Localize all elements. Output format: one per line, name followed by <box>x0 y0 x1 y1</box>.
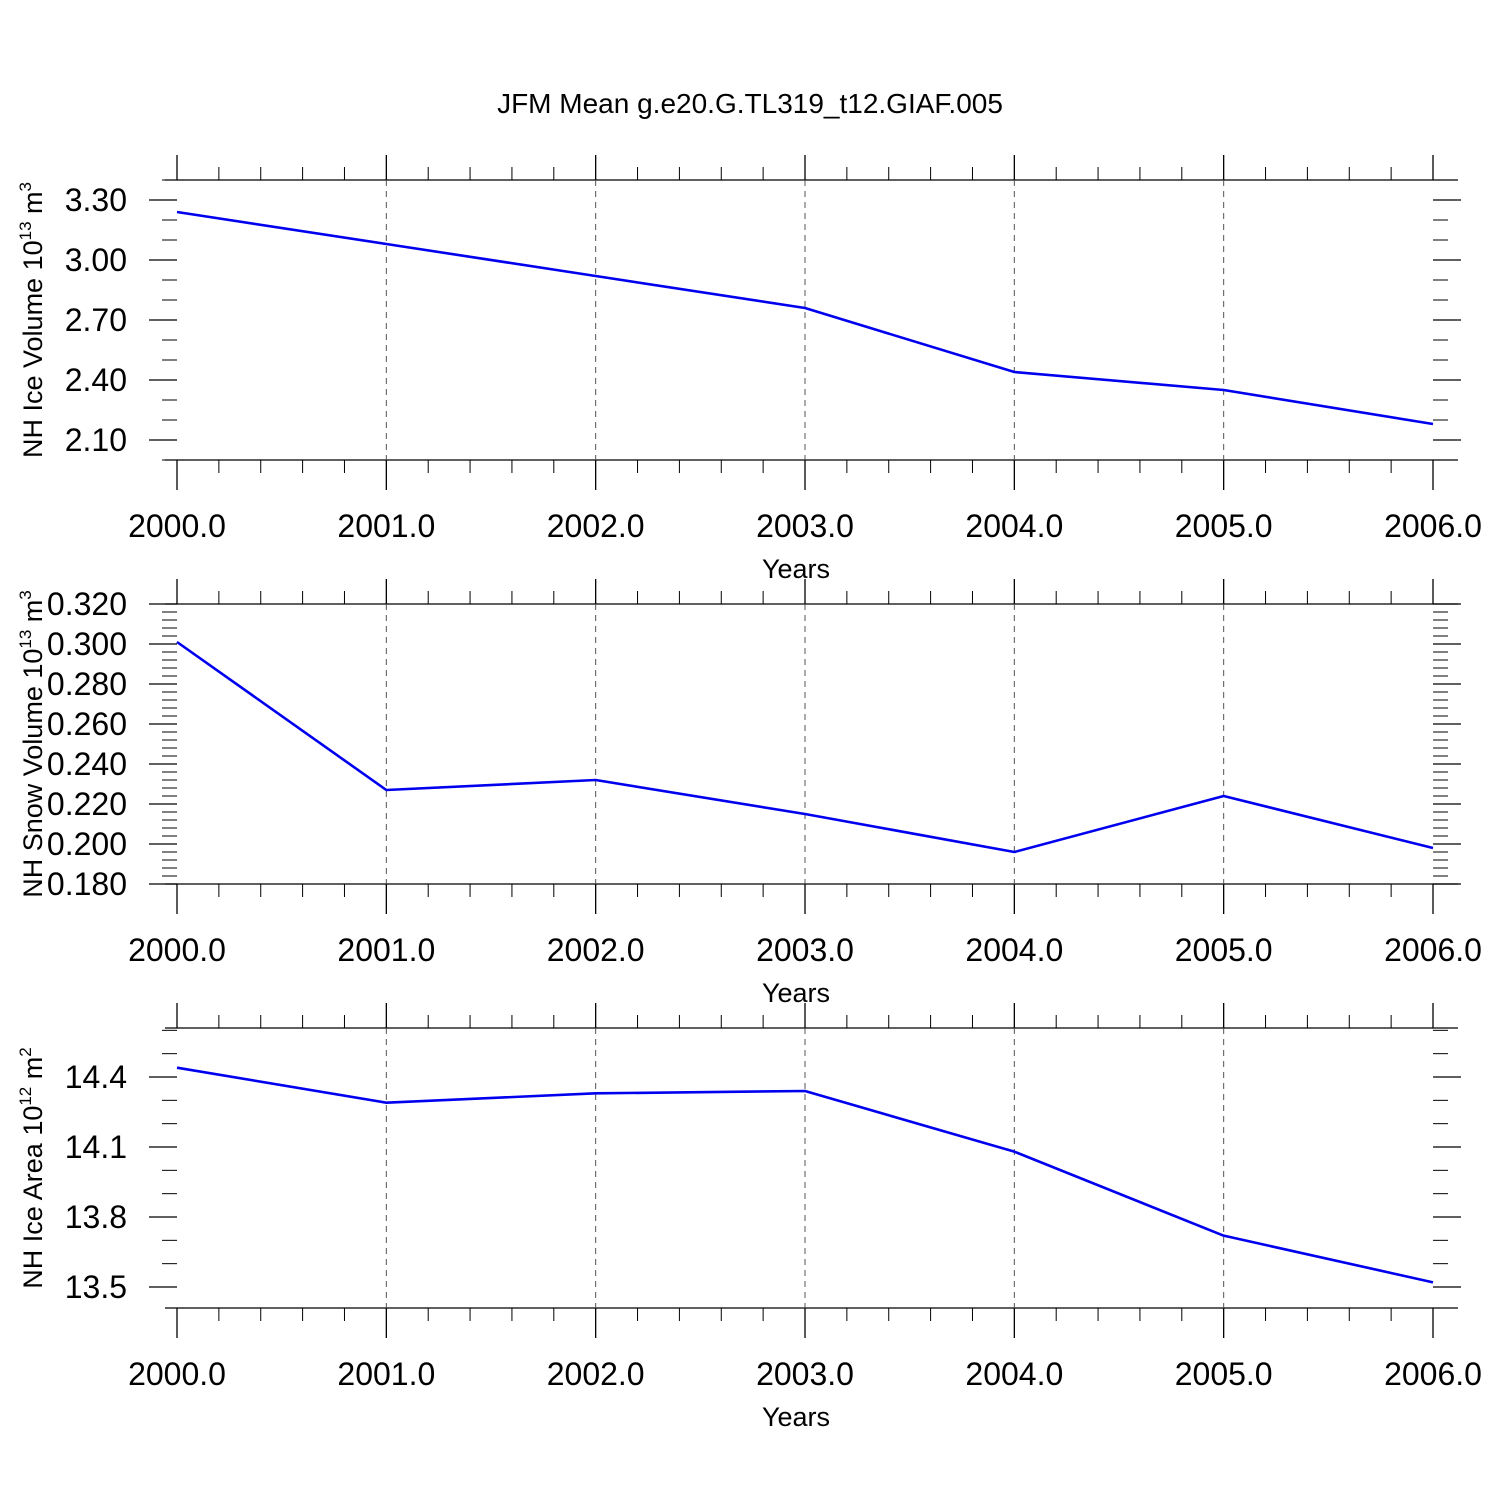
x-tick-label: 2004.0 <box>965 508 1063 544</box>
y-tick-label: 13.8 <box>65 1199 127 1235</box>
y-tick-label: 0.260 <box>47 706 127 742</box>
x-axis-label: Years <box>762 554 830 584</box>
y-tick-label: 13.5 <box>65 1269 127 1305</box>
x-tick-label: 2003.0 <box>756 508 854 544</box>
x-tick-label: 2002.0 <box>547 1356 645 1392</box>
y-tick-label: 0.280 <box>47 666 127 702</box>
y-axis-label-superscript: 2 <box>16 1047 35 1056</box>
chart-panel-2: 2000.0 2001.0 2002.0 2003.0 2004.0 2005.0 2006… <box>16 579 1482 1008</box>
x-tick-label: 2005.0 <box>1175 932 1273 968</box>
y-axis-label-text: NH Ice Volume 10 <box>18 240 48 458</box>
y-tick-label: 3.30 <box>65 182 127 218</box>
x-tick-label: 2000.0 <box>128 1356 226 1392</box>
x-tick-label: 2002.0 <box>547 932 645 968</box>
y-axis-label-text: NH Ice Area 10 <box>18 1106 48 1289</box>
x-tick-label: 2003.0 <box>756 1356 854 1392</box>
y-axis-label-text: m <box>18 600 48 630</box>
y-axis-label-superscript: 13 <box>16 221 35 240</box>
y-tick-label: 0.240 <box>47 746 127 782</box>
y-axis-label-superscript: 3 <box>16 590 35 599</box>
x-tick-label: 2000.0 <box>128 932 226 968</box>
x-tick-label: 2001.0 <box>337 1356 435 1392</box>
x-tick-label: 2002.0 <box>547 508 645 544</box>
x-axis-label: Years <box>762 978 830 1008</box>
page-title: JFM Mean g.e20.G.TL319_t12.GIAF.005 <box>497 88 1003 119</box>
x-tick-label: 2000.0 <box>128 508 226 544</box>
y-tick-label: 14.4 <box>65 1059 127 1095</box>
y-axis-label-superscript: 3 <box>16 182 35 191</box>
y-tick-label: 3.00 <box>65 242 127 278</box>
data-series-line <box>176 1066 1434 1284</box>
y-tick-label: 0.320 <box>47 586 127 622</box>
data-series-line <box>176 640 1434 854</box>
y-tick-label: 2.40 <box>65 362 127 398</box>
y-tick-label: 0.200 <box>47 826 127 862</box>
x-tick-label: 2001.0 <box>337 932 435 968</box>
y-axis-label: NH Ice Volume 1013 m3 <box>16 182 48 458</box>
x-tick-label: 2006.0 <box>1384 1356 1482 1392</box>
x-tick-label: 2006.0 <box>1384 508 1482 544</box>
x-tick-label: 2005.0 <box>1175 1356 1273 1392</box>
y-axis-label-superscript: 12 <box>16 1087 35 1106</box>
x-tick-label: 2001.0 <box>337 508 435 544</box>
y-axis-label-text: NH Snow Volume 10 <box>18 649 48 898</box>
y-axis-label-text: m <box>18 191 48 221</box>
y-tick-label: 2.10 <box>65 422 127 458</box>
y-tick-label: 2.70 <box>65 302 127 338</box>
x-tick-label: 2004.0 <box>965 1356 1063 1392</box>
x-axis-label: Years <box>762 1402 830 1432</box>
chart-panel-1: 2000.0 2001.0 2002.0 2003.0 2004.0 2005.0 2006… <box>16 155 1482 584</box>
y-axis-label-text: m <box>18 1057 48 1087</box>
x-tick-label: 2006.0 <box>1384 932 1482 968</box>
y-tick-label: 0.220 <box>47 786 127 822</box>
y-axis-label: NH Snow Volume 1013 m3 <box>16 590 48 898</box>
y-axis-label: NH Ice Area 1012 m2 <box>16 1047 48 1288</box>
x-tick-label: 2003.0 <box>756 932 854 968</box>
chart-panel-3: 2000.0 2001.0 2002.0 2003.0 2004.0 2005.0 2006… <box>16 1003 1482 1432</box>
y-tick-label: 14.1 <box>65 1129 127 1165</box>
y-axis-label-superscript: 13 <box>16 630 35 649</box>
x-tick-label: 2005.0 <box>1175 508 1273 544</box>
y-tick-label: 0.300 <box>47 626 127 662</box>
y-tick-label: 0.180 <box>47 866 127 902</box>
data-series-line <box>176 210 1434 426</box>
x-tick-label: 2004.0 <box>965 932 1063 968</box>
